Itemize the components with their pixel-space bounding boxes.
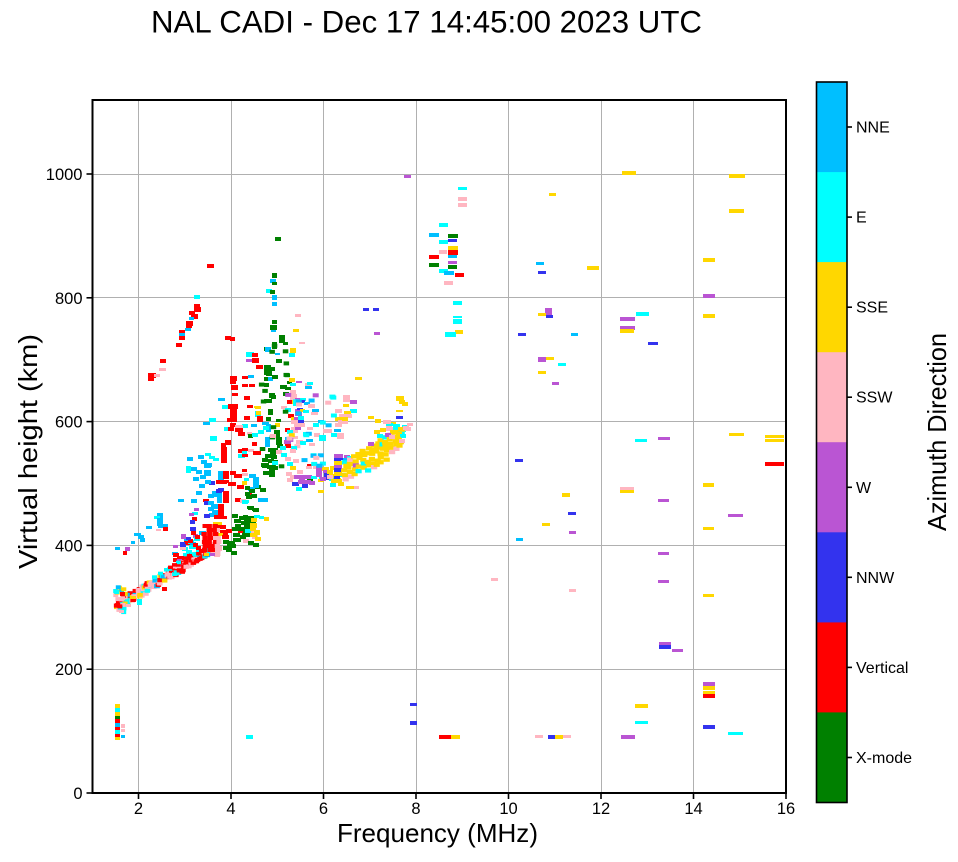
svg-text:16: 16 <box>777 800 795 818</box>
svg-text:E: E <box>856 210 867 227</box>
svg-text:14: 14 <box>684 800 702 818</box>
svg-text:6: 6 <box>319 800 328 818</box>
svg-text:2: 2 <box>134 800 143 818</box>
svg-text:10: 10 <box>499 800 517 818</box>
svg-text:SSW: SSW <box>856 390 893 407</box>
svg-text:200: 200 <box>55 661 83 679</box>
svg-text:Virtual height (km): Virtual height (km) <box>13 334 43 569</box>
svg-text:Azimuth Direction: Azimuth Direction <box>922 333 952 531</box>
svg-text:600: 600 <box>55 414 83 432</box>
svg-text:SSE: SSE <box>856 300 888 317</box>
svg-text:NNW: NNW <box>856 570 895 587</box>
svg-text:8: 8 <box>411 800 420 818</box>
svg-text:W: W <box>856 480 872 497</box>
svg-text:4: 4 <box>226 800 235 818</box>
svg-text:0: 0 <box>73 785 82 803</box>
svg-text:Frequency (MHz): Frequency (MHz) <box>337 818 538 848</box>
svg-text:NAL CADI - Dec 17 14:45:00 202: NAL CADI - Dec 17 14:45:00 2023 UTC <box>151 4 702 40</box>
svg-text:Vertical: Vertical <box>856 660 908 677</box>
svg-text:1000: 1000 <box>46 166 83 184</box>
svg-text:12: 12 <box>592 800 610 818</box>
svg-text:800: 800 <box>55 290 83 308</box>
svg-text:NNE: NNE <box>856 120 890 137</box>
svg-text:X-mode: X-mode <box>856 750 912 767</box>
svg-text:400: 400 <box>55 537 83 555</box>
